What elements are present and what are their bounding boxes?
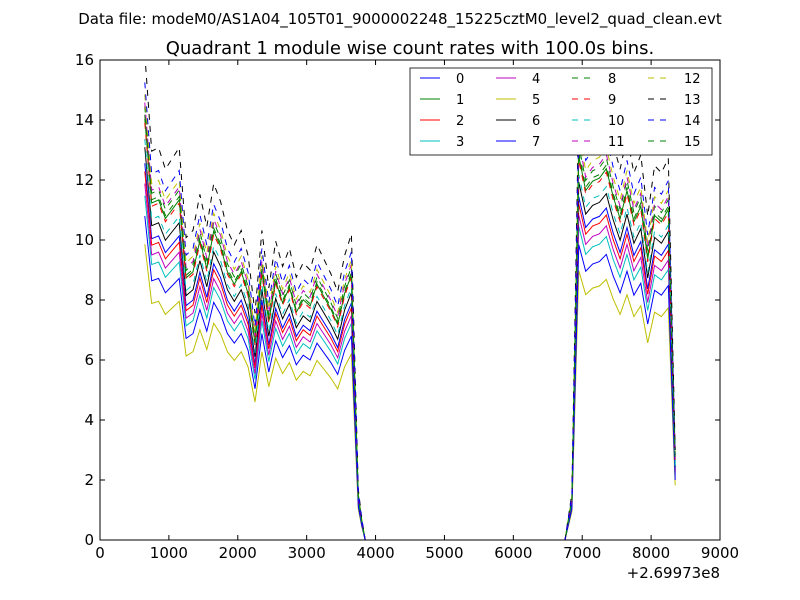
legend-label-9: 9 <box>608 93 616 108</box>
y-tick-label: 6 <box>84 351 94 369</box>
y-tick-label: 12 <box>75 171 94 189</box>
series-line-6 <box>144 147 676 540</box>
series-line-2 <box>144 171 676 540</box>
legend-label-14: 14 <box>684 114 701 129</box>
series-line-5 <box>144 244 676 540</box>
series-line-9 <box>144 122 676 540</box>
suptitle: Data file: modeM0/AS1A04_105T01_90000022… <box>78 10 722 29</box>
y-tick-label: 4 <box>84 411 94 429</box>
legend-label-8: 8 <box>608 72 616 87</box>
x-tick-label: 6000 <box>494 544 532 562</box>
series-line-4 <box>144 183 676 540</box>
series-line-8 <box>144 106 676 540</box>
legend-label-11: 11 <box>608 135 625 150</box>
series-line-14 <box>144 82 676 540</box>
x-tick-label: 8000 <box>632 544 670 562</box>
legend-label-2: 2 <box>456 114 464 129</box>
legend-label-1: 1 <box>456 93 464 108</box>
y-tick-label: 16 <box>75 51 94 69</box>
series-line-1 <box>144 118 676 540</box>
y-tick-label: 10 <box>75 231 94 249</box>
series-line-11 <box>144 102 676 540</box>
x-tick-label: 5000 <box>425 544 463 562</box>
series-line-7 <box>144 215 676 540</box>
legend-label-0: 0 <box>456 72 464 87</box>
x-tick-label: 9000 <box>701 544 739 562</box>
series-line-3 <box>144 195 676 540</box>
series-lines <box>144 60 676 540</box>
legend-label-5: 5 <box>532 93 540 108</box>
legend-label-13: 13 <box>684 93 701 108</box>
legend-label-12: 12 <box>684 72 701 87</box>
x-tick-label: 7000 <box>563 544 601 562</box>
legend-label-15: 15 <box>684 135 701 150</box>
series-line-10 <box>144 139 676 540</box>
plot-area: 0 1000 2000 3000 4000 5000 6000 7000 8000 9000 0 2 4… <box>75 51 739 562</box>
x-tick-label: 1000 <box>150 544 188 562</box>
legend-label-7: 7 <box>532 135 540 150</box>
series-line-13 <box>144 60 676 540</box>
y-tick-label: 14 <box>75 111 94 129</box>
x-tick-label: 4000 <box>356 544 394 562</box>
series-line-0 <box>144 163 676 540</box>
legend-label-10: 10 <box>608 114 625 129</box>
y-tick-label: 8 <box>84 291 94 309</box>
x-tick-label: 3000 <box>288 544 326 562</box>
chart-title: Quadrant 1 module wise count rates with … <box>166 38 655 59</box>
x-offset-label: +2.69973e8 <box>627 564 720 582</box>
x-tick-label: 2000 <box>219 544 257 562</box>
legend-label-4: 4 <box>532 72 540 87</box>
x-tick-label: 0 <box>95 544 105 562</box>
legend-label-6: 6 <box>532 114 540 129</box>
y-tick-label: 2 <box>84 471 94 489</box>
legend-label-3: 3 <box>456 135 464 150</box>
y-tick-label: 0 <box>84 531 94 549</box>
